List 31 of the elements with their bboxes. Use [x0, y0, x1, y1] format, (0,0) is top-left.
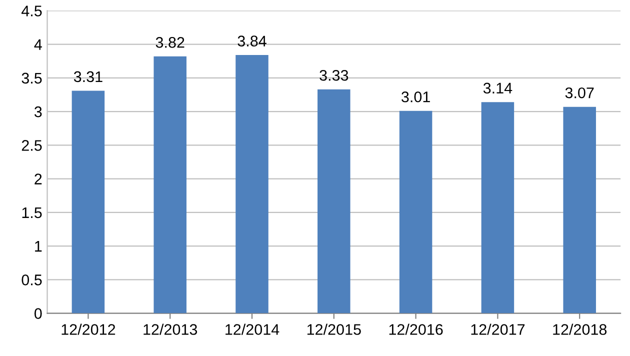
x-tick-label: 12/2012 — [62, 324, 116, 335]
y-tick-label: 1 — [35, 241, 42, 252]
x-tick-label: 12/2013 — [144, 324, 198, 335]
bar — [399, 110, 432, 314]
y-tick-label: 3 — [34, 106, 42, 118]
data-label: 3.14 — [483, 82, 512, 94]
bar — [318, 89, 350, 314]
x-tick-label: 12/2014 — [226, 324, 280, 335]
data-label: 3.01 — [402, 91, 430, 102]
bar — [481, 102, 514, 314]
bar — [236, 55, 268, 314]
bar — [154, 56, 186, 314]
y-tick-label: 0.5 — [22, 274, 42, 286]
data-label: 3.07 — [565, 87, 594, 98]
bar — [72, 90, 105, 314]
x-tick-label: 12/2017 — [471, 324, 525, 335]
y-tick-label: 0 — [34, 308, 42, 319]
data-label: 3.82 — [156, 37, 184, 48]
data-label: 3.33 — [320, 70, 348, 81]
bar — [563, 106, 596, 314]
y-tick-label: 1.5 — [22, 207, 42, 218]
data-label: 3.31 — [74, 71, 102, 82]
x-tick-label: 12/2015 — [307, 324, 361, 335]
y-tick-label: 4.5 — [22, 6, 42, 16]
x-tick-label: 12/2018 — [553, 324, 607, 335]
y-tick-label: 2.5 — [22, 140, 42, 151]
data-label: 3.84 — [238, 36, 266, 46]
x-tick-label: 12/2016 — [389, 324, 443, 335]
y-tick-label: 2 — [34, 174, 42, 184]
y-tick-label: 4 — [34, 39, 42, 50]
y-tick-label: 3.5 — [22, 72, 42, 84]
